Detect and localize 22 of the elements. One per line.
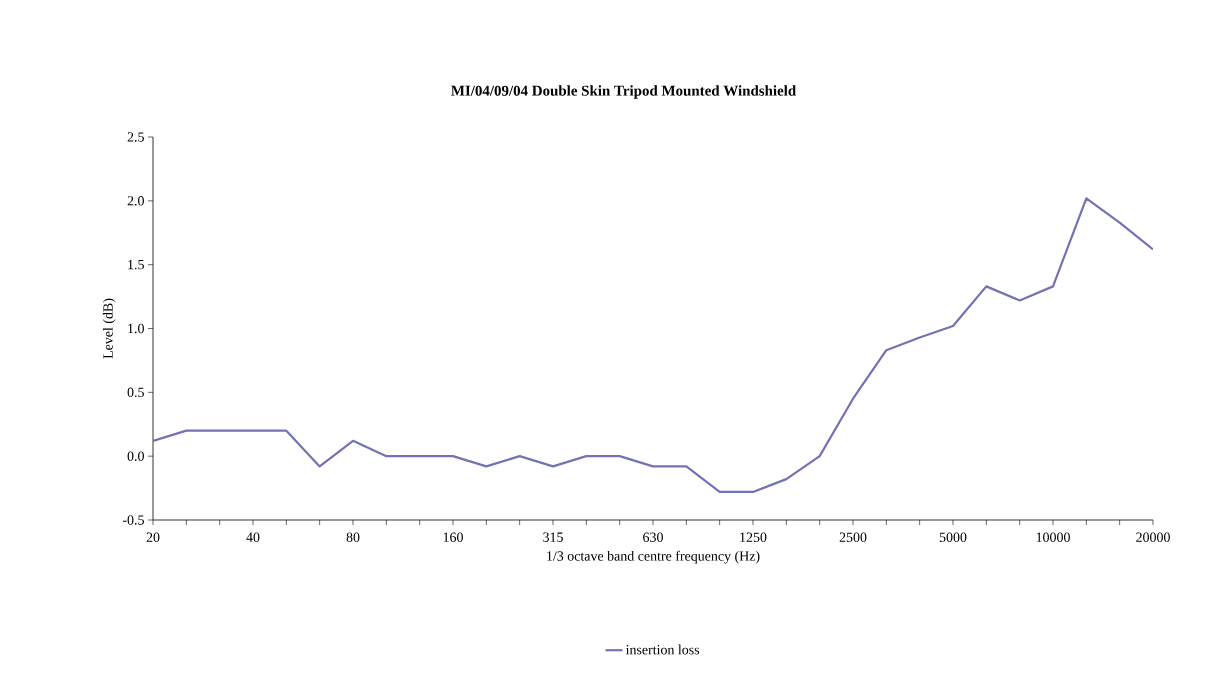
chart-title: MI/04/09/04 Double Skin Tripod Mounted Windshield (451, 85, 796, 99)
x-tick-label: 5000 (939, 532, 967, 542)
y-tick-label: 1.0 (128, 323, 144, 334)
x-tick-label: 20000 (1136, 532, 1170, 542)
x-tick-label: 80 (346, 532, 360, 542)
y-tick-label: 2.0 (127, 196, 144, 206)
x-tick-label: 40 (246, 532, 260, 542)
y-tick-label: 2.5 (127, 132, 144, 142)
y-axis-title: Level (dB) (102, 298, 116, 359)
x-tick-label: 20 (146, 532, 160, 542)
y-tick-label: 1.5 (128, 259, 144, 270)
y-tick-label: -0.5 (122, 515, 144, 525)
legend-label: insertion loss (625, 644, 700, 655)
x-tick-label: 315 (543, 532, 563, 542)
y-tick-label: 0.5 (127, 387, 144, 398)
y-tick-label: 0.0 (127, 451, 144, 461)
x-tick-label: 630 (643, 532, 663, 542)
x-tick-label: 160 (443, 532, 463, 542)
x-tick-label: 1250 (740, 532, 767, 542)
x-axis-title: 1/3 octave band centre frequency (Hz) (547, 550, 760, 564)
x-tick-label: 2500 (839, 532, 867, 542)
x-tick-label: 10000 (1036, 532, 1070, 542)
